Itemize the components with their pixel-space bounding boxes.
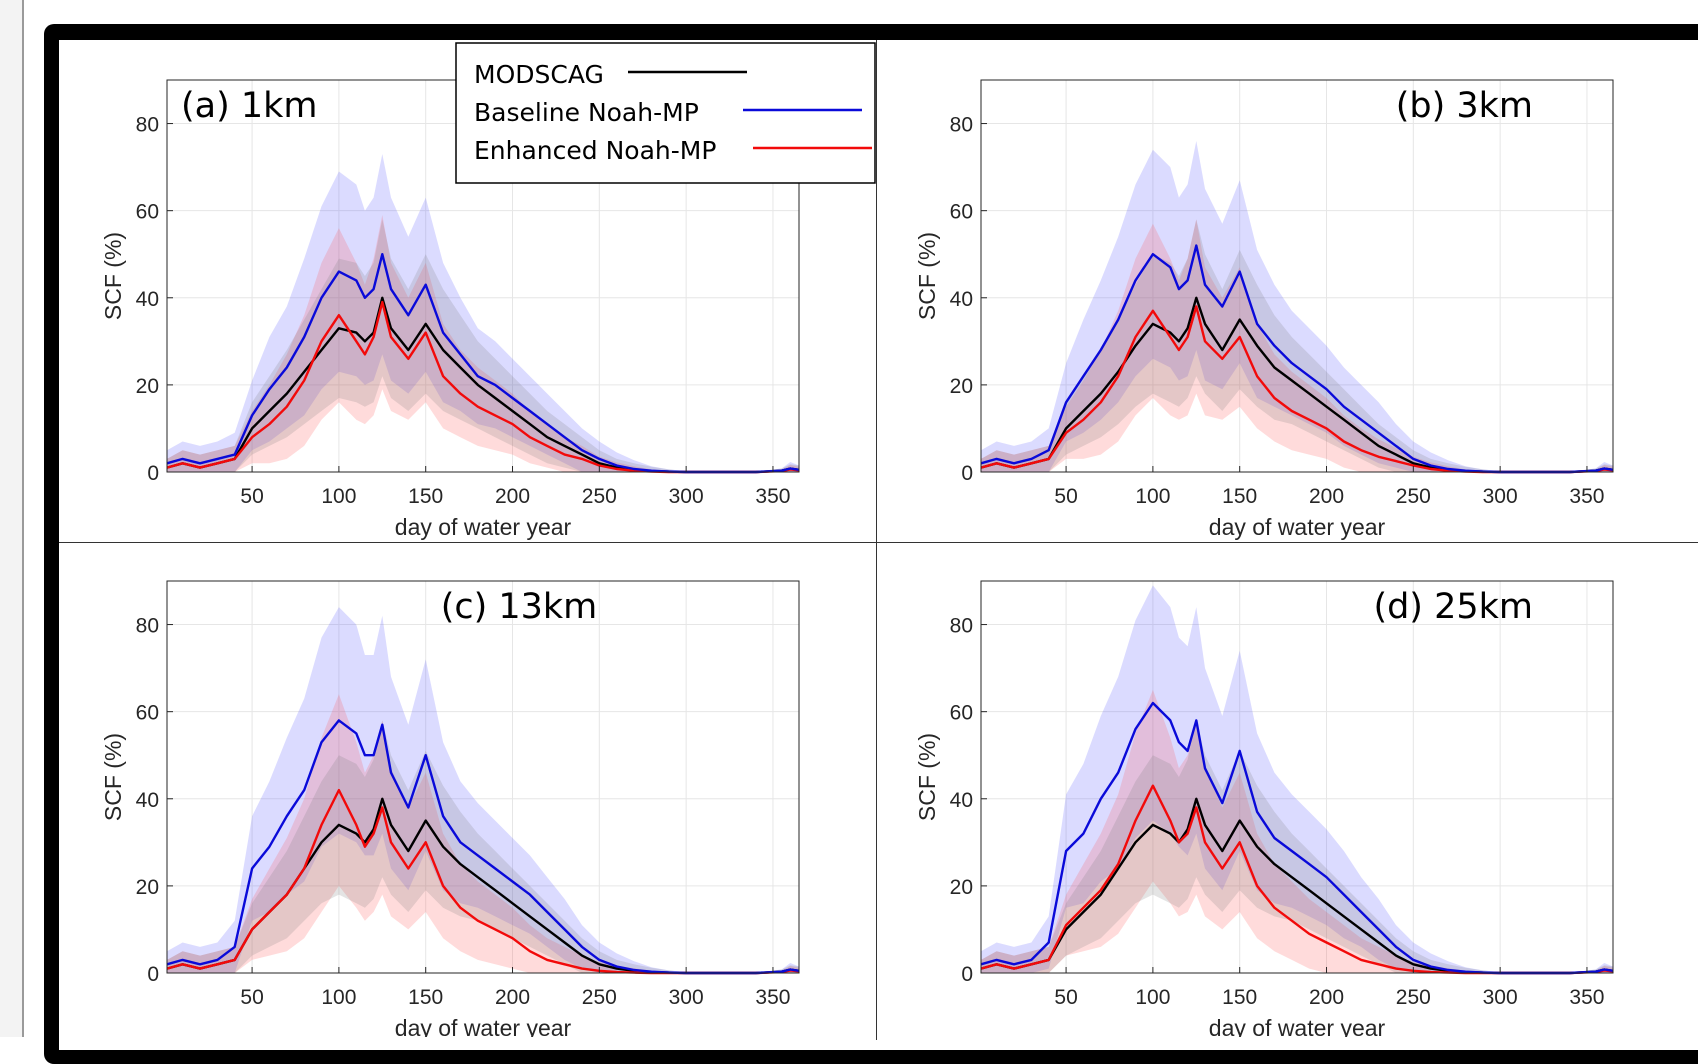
y-tick-label: 40 (950, 789, 973, 812)
panel-label: (a) 1km (181, 86, 318, 126)
y-tick-label: 60 (950, 201, 973, 224)
y-tick-label: 0 (961, 462, 973, 485)
axes-box (980, 580, 1614, 974)
legend: MODSCAG Baseline Noah-MP Enhanced Noah-MP (455, 42, 876, 184)
axes-box (980, 79, 1614, 473)
x-tick-label: 50 (1054, 485, 1077, 508)
chart-panel-3: 50 100 150 200 250 300 350 0 20 40 60 80 day of wate… (100, 580, 800, 1037)
chart-panel-2: 50 100 150 200 250 300 350 0 20 40 60 80 day of wate… (914, 79, 1614, 540)
x-tick-label: 50 (240, 986, 263, 1009)
band-enhanced (167, 694, 799, 973)
band-baseline (167, 607, 799, 973)
y-tick-label: 20 (950, 375, 973, 398)
x-tick-label: 200 (495, 485, 530, 508)
x-axis-label: day of water year (1209, 1015, 1386, 1037)
x-tick-label: 100 (1135, 986, 1170, 1009)
line-baseline (980, 244, 1614, 474)
line-baseline (166, 252, 800, 474)
y-tick-label: 20 (136, 375, 159, 398)
x-tick-label: 250 (582, 986, 617, 1009)
y-tick-label: 40 (950, 288, 973, 311)
x-tick-label: 150 (408, 986, 443, 1009)
band-modscag (167, 219, 799, 472)
y-tick-label: 80 (950, 114, 973, 137)
x-tick-label: 350 (755, 986, 790, 1009)
y-tick-label: 0 (147, 462, 159, 485)
y-tick-label: 40 (136, 789, 159, 812)
y-tick-label: 80 (136, 615, 159, 638)
x-tick-label: 200 (1309, 485, 1344, 508)
y-axis-label: SCF (%) (914, 232, 940, 320)
y-tick-label: 20 (136, 876, 159, 899)
y-tick-label: 80 (136, 114, 159, 137)
y-axis-label: SCF (%) (100, 733, 126, 821)
line-baseline (166, 719, 800, 975)
x-tick-label: 100 (321, 986, 356, 1009)
chart-panel-4: 50 100 150 200 250 300 350 0 20 40 60 80 day of wate… (914, 580, 1614, 1037)
x-axis-label: day of water year (395, 514, 572, 540)
x-tick-label: 200 (1309, 986, 1344, 1009)
x-tick-label: 150 (1222, 485, 1257, 508)
x-axis-label: day of water year (1209, 514, 1386, 540)
y-tick-label: 0 (961, 963, 973, 986)
x-tick-label: 150 (408, 485, 443, 508)
y-tick-label: 60 (136, 702, 159, 725)
band-enhanced (981, 689, 1613, 973)
x-axis-label: day of water year (395, 1015, 572, 1037)
band-baseline (167, 154, 799, 472)
band-modscag (981, 720, 1613, 973)
x-tick-label: 150 (1222, 986, 1257, 1009)
y-tick-label: 60 (950, 702, 973, 725)
y-tick-label: 20 (950, 876, 973, 899)
x-tick-label: 250 (1396, 986, 1431, 1009)
x-tick-label: 50 (1054, 986, 1077, 1009)
x-tick-label: 350 (1569, 986, 1604, 1009)
line-baseline (980, 701, 1614, 975)
legend-box (455, 42, 876, 184)
x-tick-label: 350 (1569, 485, 1604, 508)
x-tick-label: 350 (755, 485, 790, 508)
x-tick-label: 300 (669, 986, 704, 1009)
page-edge (0, 0, 24, 1037)
band-enhanced (981, 219, 1613, 472)
band-modscag (981, 219, 1613, 472)
x-tick-label: 200 (495, 986, 530, 1009)
x-tick-label: 250 (1396, 485, 1431, 508)
x-tick-label: 50 (240, 485, 263, 508)
y-axis-label: SCF (%) (914, 733, 940, 821)
y-tick-label: 40 (136, 288, 159, 311)
x-tick-label: 300 (1483, 485, 1518, 508)
y-axis-label: SCF (%) (100, 232, 126, 320)
x-tick-label: 100 (1135, 485, 1170, 508)
legend-label-baseline: Baseline Noah-MP (474, 98, 699, 127)
y-tick-label: 60 (136, 201, 159, 224)
x-tick-label: 100 (321, 485, 356, 508)
panel-label: (d) 25km (1373, 587, 1533, 627)
panel-divider-horizontal (59, 542, 1698, 543)
band-baseline (981, 585, 1613, 973)
panel-label: (c) 13km (441, 587, 598, 627)
band-modscag (167, 720, 799, 973)
band-enhanced (167, 215, 799, 472)
x-tick-label: 300 (1483, 986, 1518, 1009)
panel-divider-vertical (876, 40, 877, 1040)
panel-label: (b) 3km (1396, 86, 1533, 126)
band-baseline (981, 141, 1613, 472)
y-tick-label: 0 (147, 963, 159, 986)
x-tick-label: 250 (582, 485, 617, 508)
legend-label-enhanced: Enhanced Noah-MP (474, 136, 716, 165)
legend-label-modscag: MODSCAG (474, 60, 604, 89)
x-tick-label: 300 (669, 485, 704, 508)
axes-box (166, 580, 800, 974)
y-tick-label: 80 (950, 615, 973, 638)
